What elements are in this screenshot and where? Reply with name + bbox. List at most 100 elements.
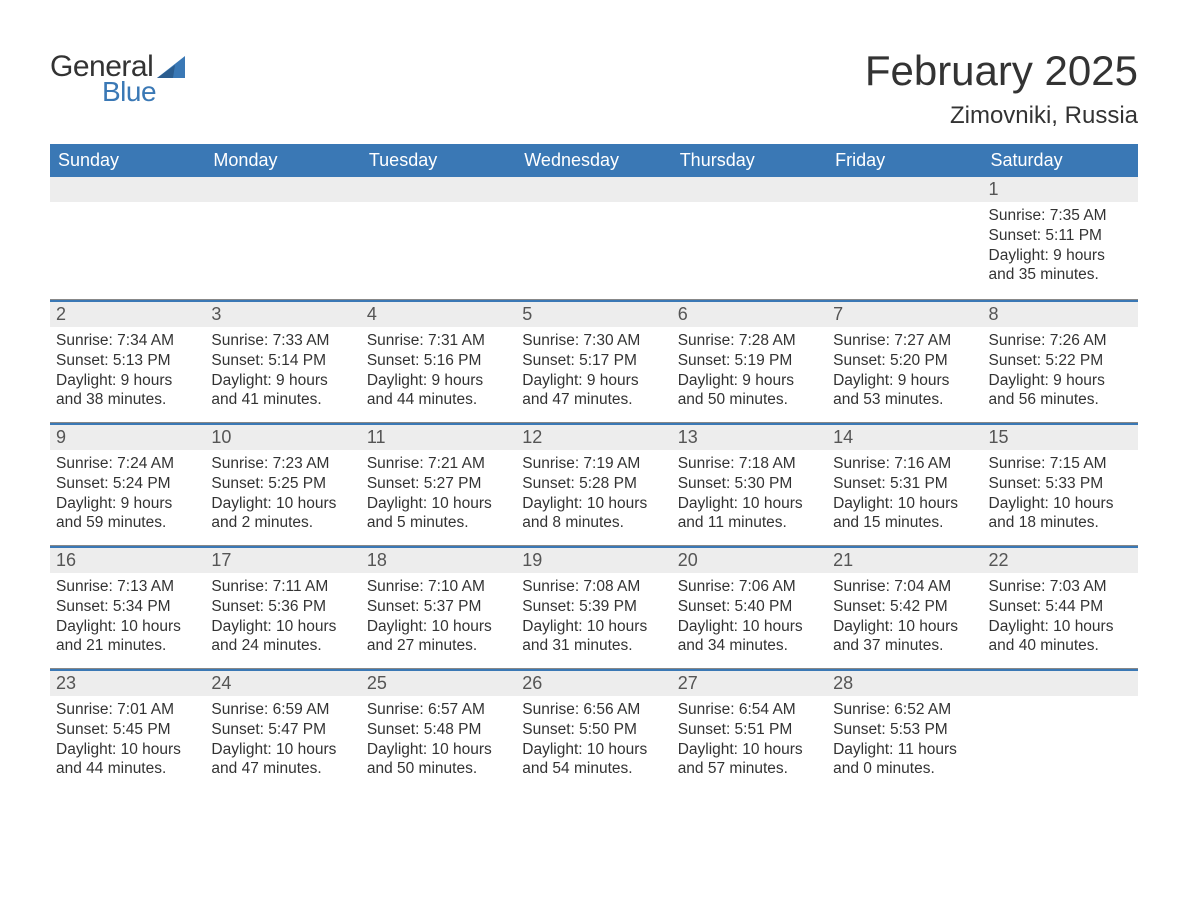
day-cell: .	[672, 177, 827, 299]
daylight-line: Daylight: 10 hours and 18 minutes.	[989, 494, 1132, 534]
day-number: 5	[516, 300, 671, 327]
sunset-line: Sunset: 5:16 PM	[367, 351, 510, 371]
day-number: 21	[827, 546, 982, 573]
title-block: February 2025 Zimovniki, Russia	[865, 50, 1138, 130]
day-number: 9	[50, 423, 205, 450]
day-number: 12	[516, 423, 671, 450]
day-number: .	[827, 177, 982, 202]
day-body: Sunrise: 7:03 AMSunset: 5:44 PMDaylight:…	[983, 573, 1138, 660]
weeks-container: ......1Sunrise: 7:35 AMSunset: 5:11 PMDa…	[50, 177, 1138, 791]
day-body: Sunrise: 7:30 AMSunset: 5:17 PMDaylight:…	[516, 327, 671, 414]
day-body: Sunrise: 6:57 AMSunset: 5:48 PMDaylight:…	[361, 696, 516, 783]
daylight-line: Daylight: 10 hours and 57 minutes.	[678, 740, 821, 780]
sunset-line: Sunset: 5:13 PM	[56, 351, 199, 371]
day-body: Sunrise: 7:21 AMSunset: 5:27 PMDaylight:…	[361, 450, 516, 537]
daylight-line: Daylight: 10 hours and 21 minutes.	[56, 617, 199, 657]
day-body: Sunrise: 7:24 AMSunset: 5:24 PMDaylight:…	[50, 450, 205, 537]
day-body: Sunrise: 7:13 AMSunset: 5:34 PMDaylight:…	[50, 573, 205, 660]
day-cell: .	[983, 669, 1138, 791]
day-cell: .	[50, 177, 205, 299]
daylight-line: Daylight: 10 hours and 50 minutes.	[367, 740, 510, 780]
day-body: Sunrise: 6:54 AMSunset: 5:51 PMDaylight:…	[672, 696, 827, 783]
day-body: Sunrise: 7:10 AMSunset: 5:37 PMDaylight:…	[361, 573, 516, 660]
sunset-line: Sunset: 5:17 PM	[522, 351, 665, 371]
weekday-header: Saturday	[983, 144, 1138, 177]
month-title: February 2025	[865, 50, 1138, 92]
sunrise-line: Sunrise: 7:30 AM	[522, 331, 665, 351]
daylight-line: Daylight: 9 hours and 59 minutes.	[56, 494, 199, 534]
daylight-line: Daylight: 9 hours and 35 minutes.	[989, 246, 1132, 286]
sunset-line: Sunset: 5:30 PM	[678, 474, 821, 494]
sunrise-line: Sunrise: 7:10 AM	[367, 577, 510, 597]
day-body: Sunrise: 7:23 AMSunset: 5:25 PMDaylight:…	[205, 450, 360, 537]
calendar-document: General Blue February 2025 Zimovniki, Ru…	[0, 0, 1188, 831]
day-cell: 11Sunrise: 7:21 AMSunset: 5:27 PMDayligh…	[361, 423, 516, 545]
daylight-line: Daylight: 10 hours and 31 minutes.	[522, 617, 665, 657]
brand-word-2: Blue	[102, 76, 156, 108]
sunrise-line: Sunrise: 7:34 AM	[56, 331, 199, 351]
sunrise-line: Sunrise: 7:13 AM	[56, 577, 199, 597]
sunrise-line: Sunrise: 7:35 AM	[989, 206, 1132, 226]
day-cell: .	[205, 177, 360, 299]
weekday-header: Sunday	[50, 144, 205, 177]
daylight-line: Daylight: 10 hours and 24 minutes.	[211, 617, 354, 657]
daylight-line: Daylight: 10 hours and 34 minutes.	[678, 617, 821, 657]
day-body	[361, 202, 516, 210]
header: General Blue February 2025 Zimovniki, Ru…	[50, 50, 1138, 130]
day-number: 20	[672, 546, 827, 573]
sunrise-line: Sunrise: 7:27 AM	[833, 331, 976, 351]
day-number: 27	[672, 669, 827, 696]
calendar-grid: Sunday Monday Tuesday Wednesday Thursday…	[50, 144, 1138, 791]
day-number: 8	[983, 300, 1138, 327]
day-number: 14	[827, 423, 982, 450]
day-body	[672, 202, 827, 210]
day-body	[50, 202, 205, 210]
day-number: .	[983, 669, 1138, 696]
day-cell: 27Sunrise: 6:54 AMSunset: 5:51 PMDayligh…	[672, 669, 827, 791]
sunrise-line: Sunrise: 6:52 AM	[833, 700, 976, 720]
day-cell: 12Sunrise: 7:19 AMSunset: 5:28 PMDayligh…	[516, 423, 671, 545]
day-body: Sunrise: 6:52 AMSunset: 5:53 PMDaylight:…	[827, 696, 982, 783]
sunset-line: Sunset: 5:47 PM	[211, 720, 354, 740]
day-body	[983, 696, 1138, 704]
sunrise-line: Sunrise: 7:28 AM	[678, 331, 821, 351]
sunrise-line: Sunrise: 7:33 AM	[211, 331, 354, 351]
sunset-line: Sunset: 5:53 PM	[833, 720, 976, 740]
day-cell: 20Sunrise: 7:06 AMSunset: 5:40 PMDayligh…	[672, 546, 827, 668]
day-body: Sunrise: 7:33 AMSunset: 5:14 PMDaylight:…	[205, 327, 360, 414]
daylight-line: Daylight: 10 hours and 11 minutes.	[678, 494, 821, 534]
day-number: 3	[205, 300, 360, 327]
day-number: .	[361, 177, 516, 202]
day-body: Sunrise: 7:34 AMSunset: 5:13 PMDaylight:…	[50, 327, 205, 414]
day-cell: 14Sunrise: 7:16 AMSunset: 5:31 PMDayligh…	[827, 423, 982, 545]
day-number: .	[205, 177, 360, 202]
day-number: 15	[983, 423, 1138, 450]
day-body: Sunrise: 7:15 AMSunset: 5:33 PMDaylight:…	[983, 450, 1138, 537]
sunset-line: Sunset: 5:39 PM	[522, 597, 665, 617]
sunrise-line: Sunrise: 7:06 AM	[678, 577, 821, 597]
weekday-header-row: Sunday Monday Tuesday Wednesday Thursday…	[50, 144, 1138, 177]
day-body: Sunrise: 7:35 AMSunset: 5:11 PMDaylight:…	[983, 202, 1138, 289]
day-number: 2	[50, 300, 205, 327]
day-cell: 7Sunrise: 7:27 AMSunset: 5:20 PMDaylight…	[827, 300, 982, 422]
sunrise-line: Sunrise: 6:59 AM	[211, 700, 354, 720]
day-number: .	[516, 177, 671, 202]
sunrise-line: Sunrise: 7:31 AM	[367, 331, 510, 351]
sunrise-line: Sunrise: 7:16 AM	[833, 454, 976, 474]
sunrise-line: Sunrise: 7:19 AM	[522, 454, 665, 474]
week-row: ......1Sunrise: 7:35 AMSunset: 5:11 PMDa…	[50, 177, 1138, 299]
sunrise-line: Sunrise: 7:26 AM	[989, 331, 1132, 351]
day-number: 25	[361, 669, 516, 696]
day-number: 24	[205, 669, 360, 696]
daylight-line: Daylight: 10 hours and 47 minutes.	[211, 740, 354, 780]
sunrise-line: Sunrise: 6:57 AM	[367, 700, 510, 720]
day-body: Sunrise: 7:31 AMSunset: 5:16 PMDaylight:…	[361, 327, 516, 414]
day-cell: 22Sunrise: 7:03 AMSunset: 5:44 PMDayligh…	[983, 546, 1138, 668]
day-cell: 9Sunrise: 7:24 AMSunset: 5:24 PMDaylight…	[50, 423, 205, 545]
sunrise-line: Sunrise: 6:54 AM	[678, 700, 821, 720]
day-cell: 16Sunrise: 7:13 AMSunset: 5:34 PMDayligh…	[50, 546, 205, 668]
sunrise-line: Sunrise: 7:23 AM	[211, 454, 354, 474]
day-cell: 10Sunrise: 7:23 AMSunset: 5:25 PMDayligh…	[205, 423, 360, 545]
daylight-line: Daylight: 9 hours and 47 minutes.	[522, 371, 665, 411]
day-body: Sunrise: 6:59 AMSunset: 5:47 PMDaylight:…	[205, 696, 360, 783]
